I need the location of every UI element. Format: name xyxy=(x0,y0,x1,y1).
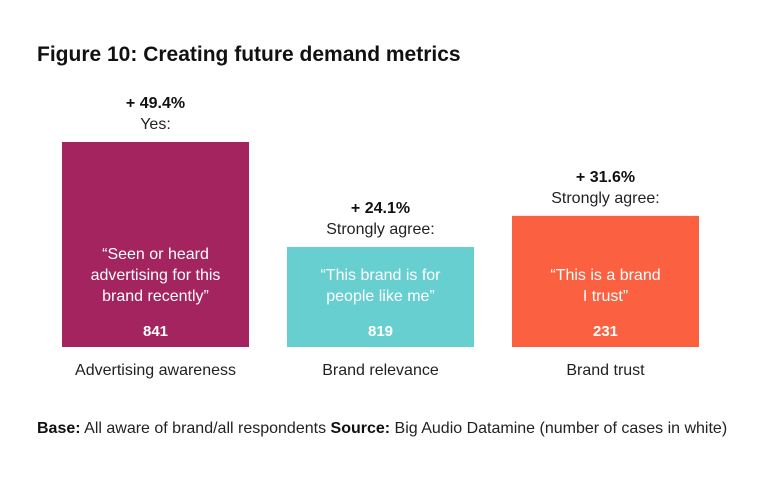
chart-footnote: Base: All aware of brand/all respondents… xyxy=(37,418,737,440)
base-label: Base: xyxy=(37,420,81,437)
statement-line: “This is a brand xyxy=(550,267,660,284)
value-label: + 31.6% xyxy=(576,169,635,186)
base-text: All aware of brand/all respondents xyxy=(80,420,331,437)
answer-label: Yes: xyxy=(140,116,171,133)
source-label: Source: xyxy=(330,420,391,437)
bar-chart: + 49.4% Yes: “Seen or heard advertising for… xyxy=(62,95,699,379)
bar xyxy=(512,215,699,347)
category-label: Brand relevance xyxy=(322,362,439,379)
statement-line: “Seen or heard xyxy=(102,246,209,263)
bar xyxy=(287,246,474,347)
statement-line: “This brand is for xyxy=(320,267,441,284)
category-label: Brand trust xyxy=(566,362,645,379)
bar xyxy=(62,142,249,347)
statement-line: I trust” xyxy=(583,288,628,305)
case-count: 819 xyxy=(368,323,393,340)
statement-line: advertising for this xyxy=(91,267,221,284)
value-label: + 24.1% xyxy=(351,200,410,217)
answer-label: Strongly agree: xyxy=(551,190,660,207)
category-label: Advertising awareness xyxy=(75,362,236,379)
value-label: + 49.4% xyxy=(126,95,185,112)
answer-label: Strongly agree: xyxy=(326,221,435,238)
chart-title: Figure 10: Creating future demand metric… xyxy=(37,43,461,66)
case-count: 231 xyxy=(593,323,618,340)
statement-line: brand recently” xyxy=(102,288,209,305)
statement-line: people like me” xyxy=(326,288,435,305)
case-count: 841 xyxy=(143,323,168,340)
source-text: Big Audio Datamine (number of cases in w… xyxy=(390,420,728,437)
